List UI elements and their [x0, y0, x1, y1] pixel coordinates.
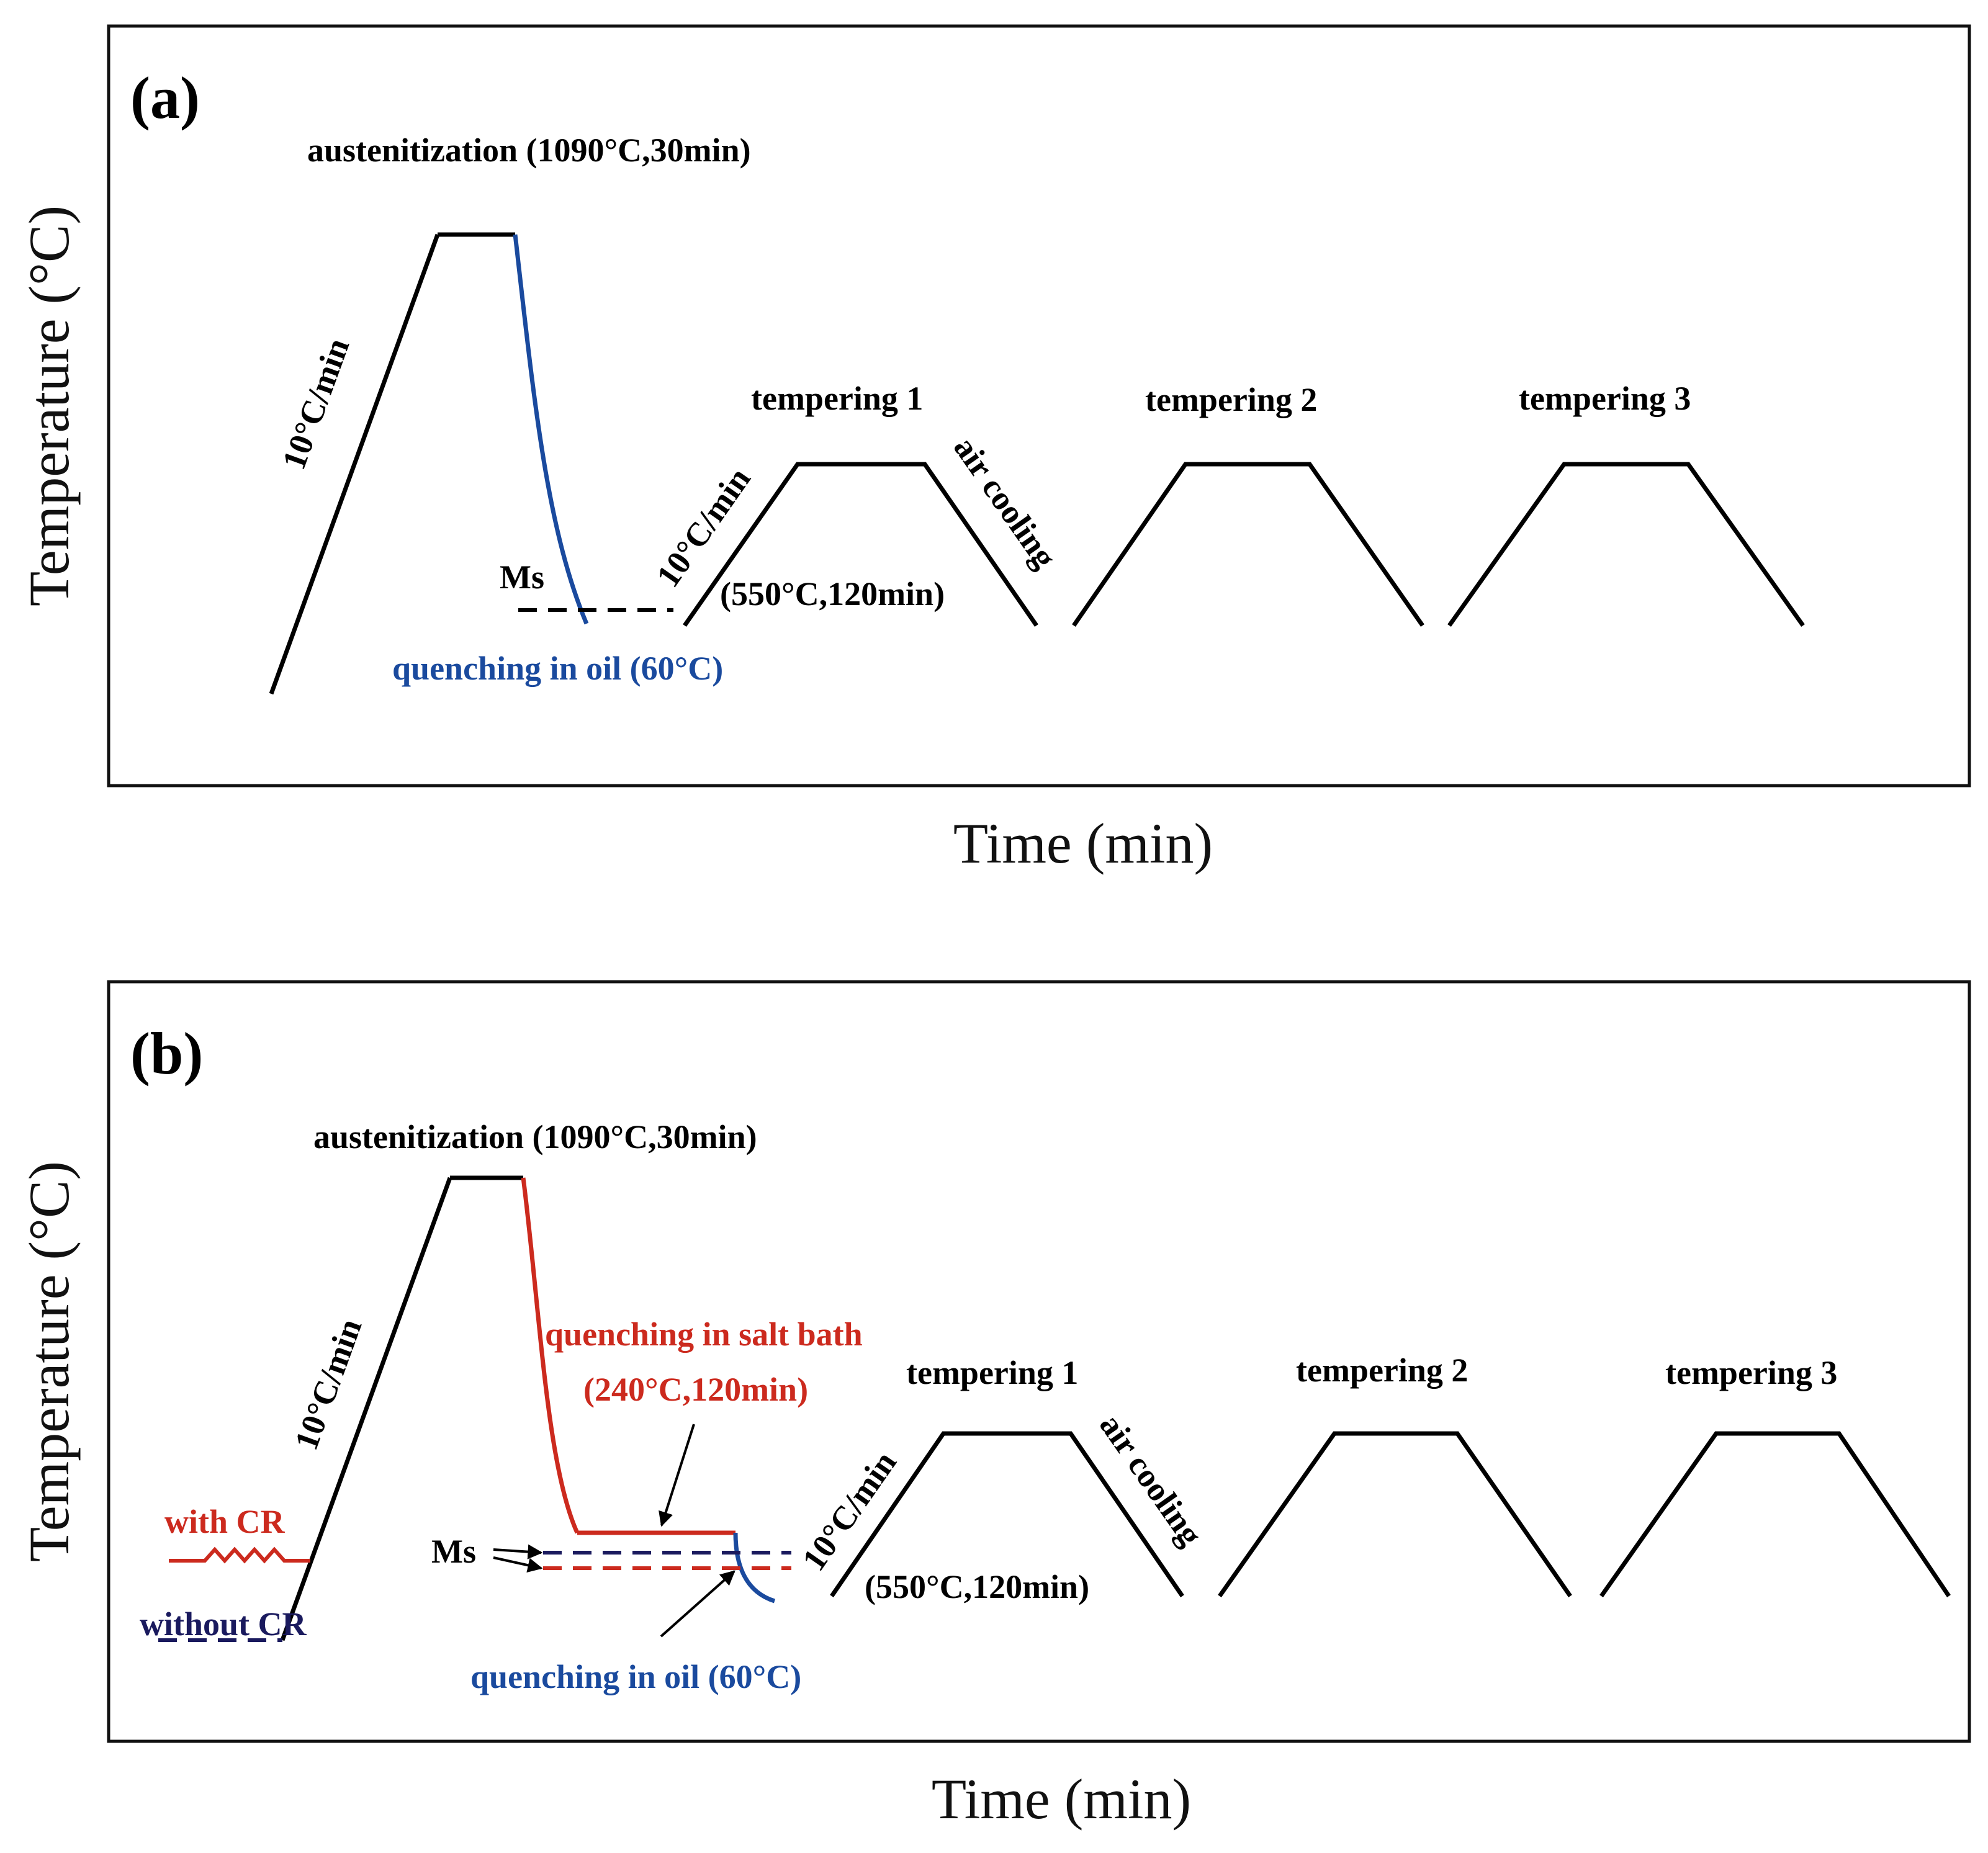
panel-b-ms-arrow-lower — [493, 1556, 543, 1573]
panel-b-austenitization-label: austenitization (1090°C,30min) — [313, 1118, 757, 1155]
panel-b-with-cr-line — [169, 1546, 310, 1564]
panel-b-tempering-3-curve — [1599, 1431, 1951, 1598]
panel-a-tempering-1-curve — [683, 462, 1038, 627]
panel-b-oil-quench-curve — [733, 1532, 776, 1604]
panel-b-oil-quench-arrow — [660, 1570, 735, 1638]
panel-b-tempering-3-label: tempering 3 — [1665, 1354, 1837, 1391]
panel-b-salt-bath-arrow — [659, 1424, 695, 1527]
panel-a-air-cooling-label: air cooling — [947, 429, 1064, 575]
panel-a-tempering-2-curve — [1072, 462, 1424, 627]
panel-a-austenitization-label: austenitization (1090°C,30min) — [307, 132, 751, 169]
panel-a-temper-cond-label: (550°C,120min) — [720, 575, 945, 612]
panel-b-y-axis-label: Temperature (°C) — [17, 1161, 81, 1562]
panel-a-ms-label: Ms — [500, 559, 544, 596]
panel-a-oil-quench-curve — [513, 234, 589, 625]
panel-b-temper-rate-label: 10°C/min — [795, 1445, 904, 1577]
panel-b-tempering-1-label: tempering 1 — [906, 1354, 1078, 1391]
panel-a-y-axis-label: Temperature (°C) — [17, 205, 81, 606]
panel-b-oil-quench-label: quenching in oil (60°C) — [470, 1658, 801, 1695]
panel-a-heating-rate-label: 10°C/min — [275, 333, 356, 474]
panel-b-x-axis-label: Time (min) — [932, 1767, 1191, 1831]
panel-a-tempering-3-label: tempering 3 — [1519, 380, 1691, 417]
panel-b-tempering-2-label: tempering 2 — [1296, 1352, 1468, 1389]
panel-b: (b) austenitization (1090°C,30min) 1 — [17, 980, 1971, 1831]
panel-b-ms-label: Ms — [431, 1533, 476, 1570]
panel-b-heating-ramp — [280, 1177, 452, 1641]
panel-a-x-axis-label: Time (min) — [953, 812, 1213, 875]
panel-b-ms-arrow-upper — [493, 1544, 543, 1559]
panel-b-air-cooling-label: air cooling — [1092, 1407, 1210, 1552]
panel-a-heating-ramp — [269, 233, 440, 695]
panel-a: (a) austenitization (1090°C,30min) 10°C/… — [17, 24, 1971, 875]
panel-b-tempering-1-curve — [830, 1431, 1184, 1597]
panel-a-label: (a) — [130, 65, 200, 131]
panel-b-without-cr-label: without CR — [140, 1605, 307, 1643]
panel-b-tempering-2-curve — [1218, 1431, 1572, 1598]
panel-a-tempering-2-label: tempering 2 — [1145, 381, 1317, 418]
panel-b-salt-quench-label: quenching in salt bath — [545, 1316, 863, 1353]
panel-b-frame — [107, 980, 1971, 1743]
panel-a-tempering-3-curve — [1447, 462, 1805, 627]
panel-a-frame — [107, 24, 1971, 787]
panel-b-with-cr-label: with CR — [164, 1503, 286, 1540]
panel-b-salt-cond-label: (240°C,120min) — [583, 1371, 808, 1408]
panel-a-tempering-1-label: tempering 1 — [751, 380, 923, 417]
panel-b-salt-bath-quench-curve — [521, 1177, 580, 1534]
panel-b-temper-cond-label: (550°C,120min) — [865, 1568, 1089, 1605]
panel-a-temper-rate-label: 10°C/min — [649, 461, 758, 594]
panel-b-label: (b) — [130, 1020, 203, 1087]
panel-a-quench-label: quenching in oil (60°C) — [392, 650, 723, 687]
